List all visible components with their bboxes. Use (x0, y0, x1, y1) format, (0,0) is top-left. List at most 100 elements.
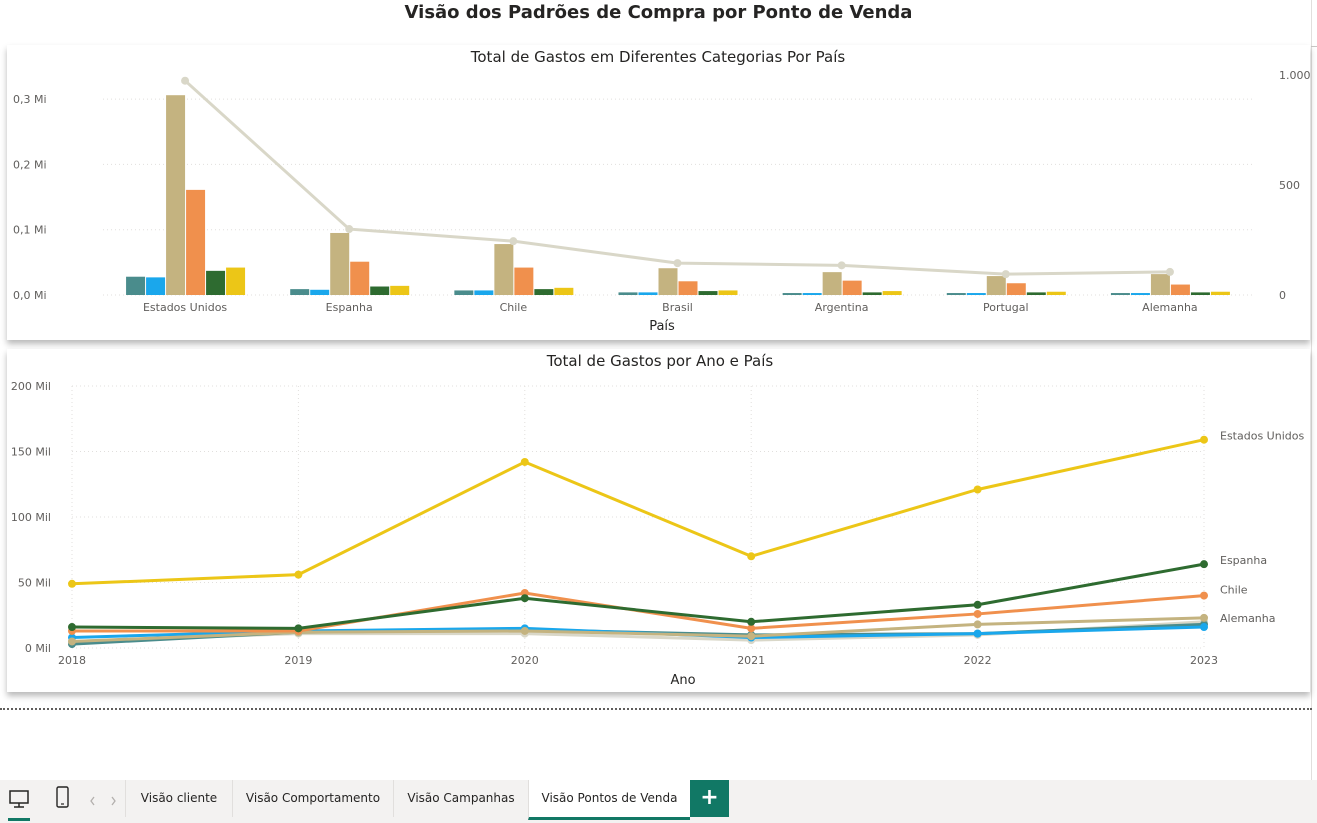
bar (1170, 284, 1190, 295)
x-tick-label: Argentina (815, 301, 869, 314)
line-point (1200, 560, 1208, 569)
bar (946, 293, 966, 295)
line-point (1200, 591, 1208, 600)
x-tick-label: Portugal (983, 301, 1029, 314)
bar (310, 289, 330, 295)
add-page-button[interactable]: + (690, 780, 729, 817)
line-point (181, 76, 190, 85)
line-point (1165, 267, 1174, 276)
line-point (673, 259, 682, 268)
line-point (973, 620, 982, 629)
canvas-edge-marker (1311, 46, 1317, 47)
line-point (1001, 270, 1010, 279)
line-point (520, 594, 529, 603)
x-tick-label: Chile (500, 301, 528, 314)
x-tick-label: 2023 (1190, 654, 1218, 667)
line-point (747, 617, 756, 626)
bar (802, 293, 822, 295)
scroll-tabs-right-icon[interactable] (108, 792, 118, 806)
bar (862, 292, 882, 295)
bar (494, 244, 514, 295)
bar (454, 290, 474, 295)
bar (1150, 274, 1170, 295)
bar (822, 272, 842, 295)
chart-title: Total de Gastos em Diferentes Categorias… (470, 48, 846, 66)
page-title: Visão dos Padrões de Compra por Ponto de… (404, 2, 913, 23)
x-tick-label: 2022 (964, 654, 992, 667)
bar (842, 280, 862, 295)
secondary-y-tick-label: 0 (1279, 289, 1286, 302)
tab-visao-campanhas[interactable]: Visão Campanhas (393, 780, 528, 817)
bar (330, 232, 350, 295)
x-tick-label: Espanha (326, 301, 373, 314)
bar (638, 292, 658, 295)
bar (882, 291, 902, 295)
x-tick-label: Brasil (662, 301, 693, 314)
line-point (68, 579, 76, 588)
page-boundary-divider (0, 708, 1312, 710)
bar (186, 189, 206, 295)
mobile-view-icon[interactable] (54, 786, 72, 810)
line-series (71, 616, 1205, 643)
bar (986, 276, 1006, 295)
bar (1026, 292, 1046, 295)
line-point (747, 632, 756, 641)
line-series (72, 591, 1205, 633)
x-tick-label: Estados Unidos (143, 301, 227, 314)
x-axis-title: Ano (670, 673, 695, 688)
tab-visao-pontos-de-venda[interactable]: Visão Pontos de Venda (528, 780, 690, 820)
bar (1110, 293, 1130, 295)
line-point (520, 626, 529, 635)
line-point (294, 624, 303, 633)
page-tab-bar: Visão cliente Visão Comportamento Visão … (0, 780, 1317, 823)
bar-chart-card[interactable]: Total de Gastos em Diferentes Categorias… (7, 45, 1311, 340)
line-chart-card[interactable]: Total de Gastos por Ano e País 0 Mil 50 Mi… (7, 349, 1310, 692)
line-point (1200, 613, 1208, 622)
secondary-y-tick-label: 500 (1279, 179, 1300, 192)
y-tick-label: 0,3 Mi (13, 93, 47, 106)
line-point (68, 637, 76, 646)
series-label: Chile (1220, 584, 1248, 597)
x-tick-label: 2019 (284, 654, 312, 667)
series-label: Espanha (1220, 554, 1267, 567)
x-tick-label: 2020 (511, 654, 539, 667)
bar (1190, 292, 1210, 295)
secondary-y-tick-label: 1.000 (1279, 69, 1311, 82)
bar (658, 268, 678, 295)
line-series (71, 438, 1205, 586)
bar (370, 286, 390, 295)
bar (226, 267, 246, 295)
scroll-tabs-left-icon[interactable] (88, 792, 98, 806)
bar (166, 95, 186, 295)
line-series (71, 562, 1205, 630)
series-label: Estados Unidos (1220, 430, 1304, 443)
y-tick-label: 0,0 Mi (13, 289, 47, 302)
tab-visao-comportamento[interactable]: Visão Comportamento (232, 780, 393, 817)
bar (782, 293, 802, 295)
bar (1130, 293, 1150, 295)
chart-title: Total de Gastos por Ano e País (546, 352, 774, 370)
line-point (1200, 435, 1208, 444)
bar (1006, 283, 1026, 295)
line-point (747, 624, 756, 633)
tab-visao-cliente[interactable]: Visão cliente (125, 780, 232, 817)
line-point (973, 609, 982, 618)
y-tick-label: 50 Mil (18, 577, 51, 590)
yearly-spend-chart: Total de Gastos por Ano e País 0 Mil 50 Mi… (11, 352, 1305, 688)
line-point (509, 237, 518, 246)
bar (534, 289, 554, 295)
bar (1046, 291, 1066, 295)
category-spend-chart: Total de Gastos em Diferentes Categorias… (13, 48, 1311, 334)
line-point (520, 457, 529, 466)
x-tick-label: Alemanha (1142, 301, 1198, 314)
y-tick-label: 0,1 Mi (13, 224, 47, 237)
bar (350, 261, 370, 295)
bar (618, 292, 638, 295)
line-point (973, 485, 982, 494)
tab-label: Visão Pontos de Venda (541, 791, 678, 805)
bar (474, 290, 494, 295)
bar (678, 281, 698, 295)
desktop-view-icon[interactable] (8, 788, 30, 821)
bar (514, 267, 534, 295)
bar (206, 270, 226, 295)
